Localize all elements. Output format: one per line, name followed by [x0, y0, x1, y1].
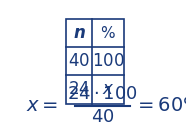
Text: $= 60\%$: $= 60\%$: [134, 96, 186, 115]
Text: $40$: $40$: [91, 108, 114, 126]
Text: $x=$: $x=$: [26, 96, 58, 115]
Text: $24$: $24$: [68, 80, 91, 99]
Text: $\boldsymbol{n}$: $\boldsymbol{n}$: [73, 24, 86, 42]
Bar: [67, 19, 124, 104]
Text: $\%$: $\%$: [100, 25, 116, 41]
Text: $24 \cdot 100$: $24 \cdot 100$: [67, 85, 138, 103]
Text: $40$: $40$: [68, 52, 90, 70]
Text: $x$: $x$: [102, 80, 115, 99]
Text: $100$: $100$: [92, 52, 125, 70]
